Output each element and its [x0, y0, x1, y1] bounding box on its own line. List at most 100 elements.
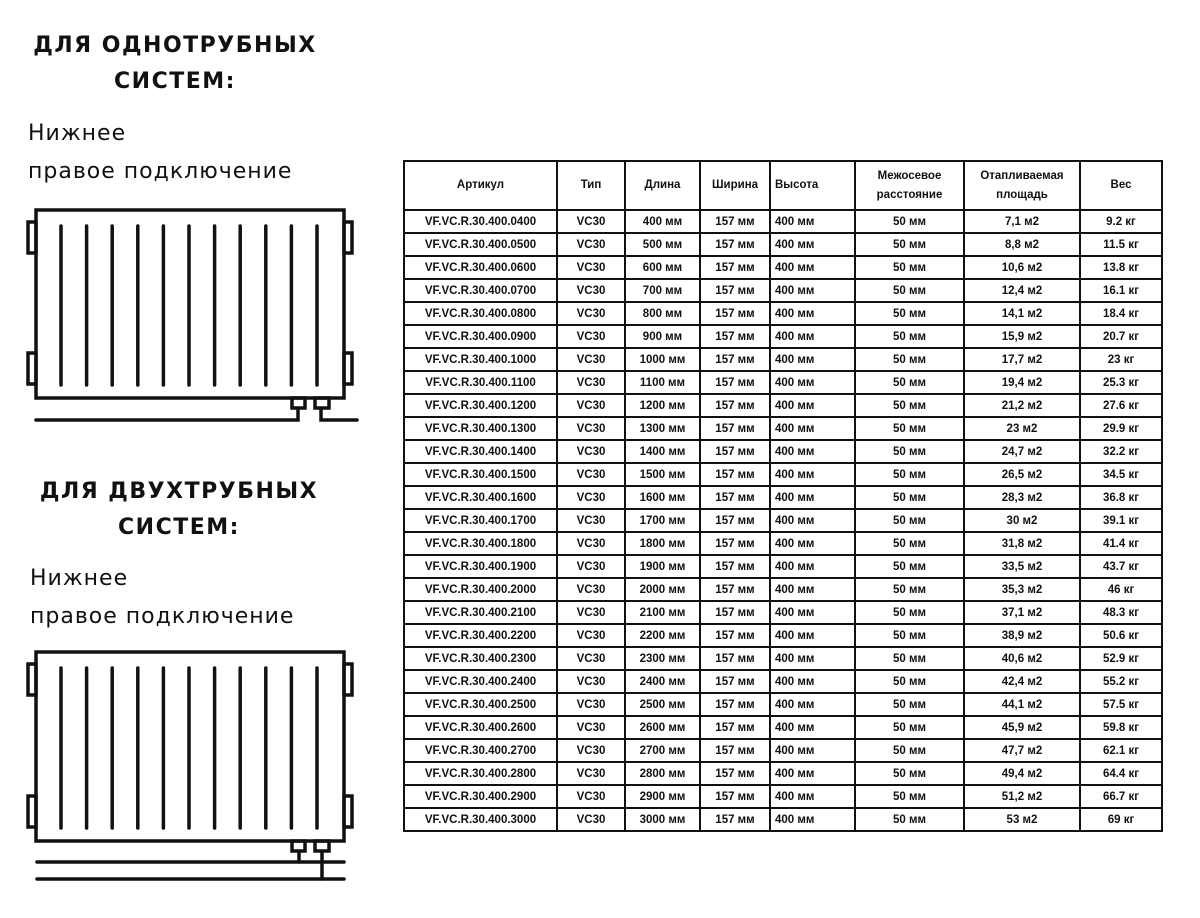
table-row: VF.VC.R.30.400.1900 VC30 1900 мм 157 мм 400 …: [403, 554, 1163, 579]
table-cell: 59.8 кг: [1079, 715, 1163, 740]
table-cell: 50 мм: [854, 209, 965, 234]
table-cell: 400 мм: [769, 393, 856, 418]
section1-connection: Нижнее правое подключение: [28, 115, 292, 191]
table-cell: 2700 мм: [624, 738, 701, 763]
table-cell: 35,3 м2: [963, 577, 1081, 602]
table-cell: VC30: [556, 278, 626, 303]
table-cell: 157 мм: [699, 600, 771, 625]
table-cell: 30 м2: [963, 508, 1081, 533]
table-cell: 400 мм: [769, 646, 856, 671]
table-cell: 400 мм: [769, 232, 856, 257]
table-cell: VF.VC.R.30.400.1400: [403, 439, 558, 464]
pipe-supply: [34, 406, 300, 422]
table-cell: VF.VC.R.30.400.1800: [403, 531, 558, 556]
table-cell: 157 мм: [699, 393, 771, 418]
table-row: VF.VC.R.30.400.1500 VC30 1500 мм 157 мм 400 …: [403, 462, 1163, 487]
table-cell: 400 мм: [769, 807, 856, 832]
table-cell: 157 мм: [699, 416, 771, 441]
table-cell: VF.VC.R.30.400.2600: [403, 715, 558, 740]
table-cell: 157 мм: [699, 462, 771, 487]
table-row: VF.VC.R.30.400.1700 VC30 1700 мм 157 мм 400 …: [403, 508, 1163, 533]
table-cell: 50 мм: [854, 485, 965, 510]
table-cell: 53 м2: [963, 807, 1081, 832]
table-cell: 69 кг: [1079, 807, 1163, 832]
table-row: VF.VC.R.30.400.1000 VC30 1000 мм 157 мм 400 …: [403, 347, 1163, 372]
table-cell: 157 мм: [699, 807, 771, 832]
table-cell: VF.VC.R.30.400.2700: [403, 738, 558, 763]
table-cell: 10,6 м2: [963, 255, 1081, 280]
table-cell: 13.8 кг: [1079, 255, 1163, 280]
table-cell: 157 мм: [699, 324, 771, 349]
section2-connection: Нижнее правое подключение: [30, 560, 294, 636]
table-cell: VF.VC.R.30.400.1300: [403, 416, 558, 441]
table-cell: VC30: [556, 393, 626, 418]
section2-title: ДЛЯ ДВУХТРУБНЫХ СИСТЕМ:: [14, 474, 344, 546]
table-cell: 157 мм: [699, 692, 771, 717]
table-cell: 157 мм: [699, 508, 771, 533]
table-cell: 400 мм: [769, 738, 856, 763]
table-row: VF.VC.R.30.400.1100 VC30 1100 мм 157 мм 400 …: [403, 370, 1163, 395]
table-cell: VC30: [556, 600, 626, 625]
table-cell: VC30: [556, 462, 626, 487]
table-cell: VF.VC.R.30.400.0400: [403, 209, 558, 234]
table-cell: VC30: [556, 416, 626, 441]
table-cell: 42,4 м2: [963, 669, 1081, 694]
section1-title-line2: СИСТЕМ:: [114, 69, 236, 94]
table-cell: 50 мм: [854, 600, 965, 625]
table-cell: VC30: [556, 301, 626, 326]
table-cell: 157 мм: [699, 669, 771, 694]
table-cell: 400 мм: [769, 278, 856, 303]
table-cell: VC30: [556, 439, 626, 464]
radiator-bracket: [26, 220, 38, 255]
table-cell: VC30: [556, 554, 626, 579]
table-cell: 1400 мм: [624, 439, 701, 464]
table-cell: VF.VC.R.30.400.2800: [403, 761, 558, 786]
table-cell: 50 мм: [854, 370, 965, 395]
table-cell: 400 мм: [769, 462, 856, 487]
table-cell: 50 мм: [854, 692, 965, 717]
table-cell: 50 мм: [854, 232, 965, 257]
table-cell: 52.9 кг: [1079, 646, 1163, 671]
table-cell: 50 мм: [854, 807, 965, 832]
table-cell: VC30: [556, 347, 626, 372]
table-cell: 400 мм: [769, 623, 856, 648]
table-cell: 400 мм: [624, 209, 701, 234]
table-cell: VF.VC.R.30.400.0600: [403, 255, 558, 280]
table-cell: 157 мм: [699, 554, 771, 579]
table-cell: 400 мм: [769, 416, 856, 441]
table-cell: 157 мм: [699, 646, 771, 671]
table-cell: 49,4 м2: [963, 761, 1081, 786]
table-cell: 23 м2: [963, 416, 1081, 441]
table-cell: VF.VC.R.30.400.0900: [403, 324, 558, 349]
table-cell: VF.VC.R.30.400.0700: [403, 278, 558, 303]
table-cell: 41.4 кг: [1079, 531, 1163, 556]
table-row: VF.VC.R.30.400.1200 VC30 1200 мм 157 мм 400 …: [403, 393, 1163, 418]
radiator-body: [34, 650, 346, 843]
table-cell: 1100 мм: [624, 370, 701, 395]
table-cell: 400 мм: [769, 669, 856, 694]
table-cell: 9.2 кг: [1079, 209, 1163, 234]
table-cell: VF.VC.R.30.400.1200: [403, 393, 558, 418]
table-cell: 14,1 м2: [963, 301, 1081, 326]
table-cell: 157 мм: [699, 301, 771, 326]
table-cell: 64.4 кг: [1079, 761, 1163, 786]
table-cell: 66.7 кг: [1079, 784, 1163, 809]
table-cell: VC30: [556, 255, 626, 280]
table-cell: 1300 мм: [624, 416, 701, 441]
table-cell: 157 мм: [699, 347, 771, 372]
table-cell: 50 мм: [854, 577, 965, 602]
table-cell: VF.VC.R.30.400.2900: [403, 784, 558, 809]
table-row: VF.VC.R.30.400.1400 VC30 1400 мм 157 мм 400 …: [403, 439, 1163, 464]
table-cell: 18.4 кг: [1079, 301, 1163, 326]
specs-table: Артикул Тип Длина Ширина Высота Межосевое рас…: [403, 160, 1163, 832]
table-cell: 50 мм: [854, 715, 965, 740]
table-cell: 500 мм: [624, 232, 701, 257]
table-cell: 40,6 м2: [963, 646, 1081, 671]
table-cell: 55.2 кг: [1079, 669, 1163, 694]
table-cell: 12,4 м2: [963, 278, 1081, 303]
table-row: VF.VC.R.30.400.2100 VC30 2100 мм 157 мм 400 …: [403, 600, 1163, 625]
table-cell: VF.VC.R.30.400.1600: [403, 485, 558, 510]
table-cell: 157 мм: [699, 485, 771, 510]
table-cell: VF.VC.R.30.400.1100: [403, 370, 558, 395]
table-cell: 27.6 кг: [1079, 393, 1163, 418]
